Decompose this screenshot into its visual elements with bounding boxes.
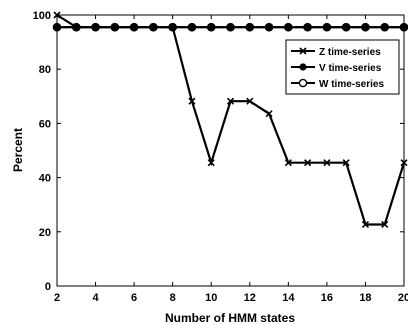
y-tick-label: 0 [45, 281, 51, 293]
y-tick-label: 20 [39, 227, 51, 239]
legend-label: W time-series [319, 79, 384, 90]
x-tick-label: 12 [244, 292, 256, 304]
data-point [226, 23, 235, 32]
legend-entry: Z time-series [291, 47, 381, 58]
x-tick-label: 20 [398, 292, 408, 304]
x-tick-label: 6 [131, 292, 137, 304]
x-axis-label: Number of HMM states [165, 311, 295, 325]
series-layer [52, 11, 408, 229]
x-tick-label: 2 [54, 292, 60, 304]
legend-marker [299, 63, 307, 71]
y-tick-label: 80 [39, 64, 51, 76]
legend-marker [299, 47, 307, 55]
data-point [304, 159, 312, 167]
legend-marker [298, 78, 308, 88]
y-tick-label: 60 [39, 118, 51, 130]
data-point [380, 23, 389, 32]
x-tick-label: 8 [170, 292, 176, 304]
data-point [284, 23, 293, 32]
legend-entry: V time-series [291, 63, 382, 74]
data-point [303, 23, 312, 32]
data-point [284, 159, 292, 167]
y-tick-label: 100 [33, 10, 51, 22]
data-point [72, 23, 80, 31]
data-point [265, 110, 273, 118]
data-point [361, 220, 370, 229]
data-point [169, 23, 177, 31]
data-point [245, 23, 254, 32]
data-point [187, 23, 197, 32]
data-point [207, 23, 216, 32]
data-point [323, 159, 331, 167]
data-point [342, 23, 351, 32]
data-point [91, 23, 100, 31]
data-point [246, 97, 254, 105]
y-tick-label: 40 [39, 173, 51, 185]
data-point [226, 97, 235, 105]
tick-labels: 2 4 6 8 10 12 14 16 18 20 0 20 40 60 80 100 [33, 10, 408, 304]
y-axis-label: Percent [11, 128, 25, 172]
data-point [361, 23, 370, 32]
data-point [130, 23, 138, 31]
data-point [188, 97, 196, 105]
data-point [149, 23, 157, 31]
data-point [381, 220, 389, 229]
series-1 [53, 11, 408, 229]
legend: Z time-series V time-series W time-series [285, 39, 400, 95]
legend-entry: W time-series [291, 78, 384, 90]
axes-box [56, 14, 405, 287]
data-point [111, 23, 119, 31]
axes [56, 14, 405, 287]
x-tick-label: 16 [321, 292, 333, 304]
legend-label: V time-series [319, 63, 382, 74]
data-point [207, 159, 215, 167]
data-point [342, 159, 350, 167]
legend-label: Z time-series [319, 47, 381, 58]
x-tick-label: 14 [282, 292, 295, 304]
x-tick-label: 18 [359, 292, 371, 304]
data-point [322, 23, 331, 32]
x-tick-label: 4 [92, 292, 99, 304]
x-tick-label: 10 [205, 292, 217, 304]
data-point [264, 23, 274, 32]
